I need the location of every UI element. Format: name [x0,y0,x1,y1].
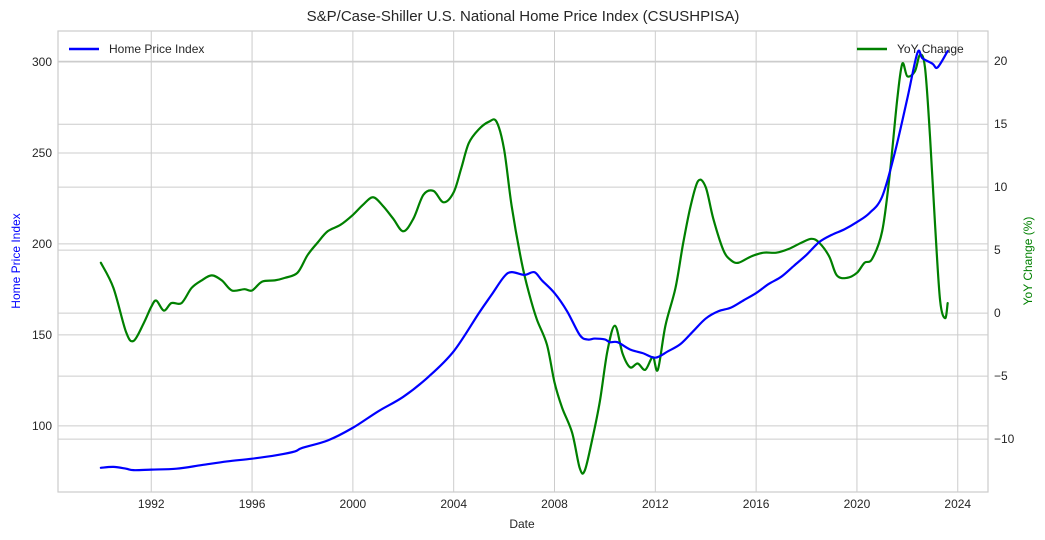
x-axis-label: Date [509,517,535,531]
x-tick-label: 2020 [844,497,871,511]
x-tick-label: 1996 [239,497,266,511]
y-axis-right-label: YoY Change (%) [1021,217,1035,306]
series-line-home-price-index [99,49,949,472]
y-axis-left-label: Home Price Index [9,213,23,308]
y-right-tick-label: −10 [994,432,1015,446]
x-tick-label: 2016 [743,497,770,511]
y-right-tick-label: 15 [994,117,1008,131]
legend-left: Home Price Index [69,42,204,56]
y-right-tick-label: −5 [994,369,1008,383]
y-right-tick-label: 0 [994,306,1001,320]
chart-title: S&P/Case-Shiller U.S. National Home Pric… [307,8,740,25]
x-tick-label: 1992 [138,497,165,511]
y-left-tick-label: 250 [32,146,52,160]
tick-labels: 1992 1996 2000 2004 2008 2012 2016 2020 20241001… [32,54,1015,511]
y-left-tick-label: 150 [32,328,52,342]
legend-right: YoY Change [857,42,964,56]
series-line-yoy-change [99,53,949,475]
y-right-tick-label: 5 [994,243,1001,257]
x-tick-label: 2024 [944,497,971,511]
y-left-tick-label: 100 [32,419,52,433]
legend-left-label: Home Price Index [109,42,204,56]
x-tick-label: 2004 [440,497,467,511]
y-right-tick-label: 10 [994,180,1008,194]
y-right-tick-label: 20 [994,54,1008,68]
axes-frame [57,30,989,493]
x-tick-label: 2008 [541,497,568,511]
legend-right-label: YoY Change [897,42,964,56]
series-layer [99,49,949,475]
y-left-tick-label: 200 [32,237,52,251]
x-tick-label: 2012 [642,497,669,511]
y-left-tick-label: 300 [32,55,52,69]
x-tick-label: 2000 [340,497,367,511]
grid [58,31,988,492]
